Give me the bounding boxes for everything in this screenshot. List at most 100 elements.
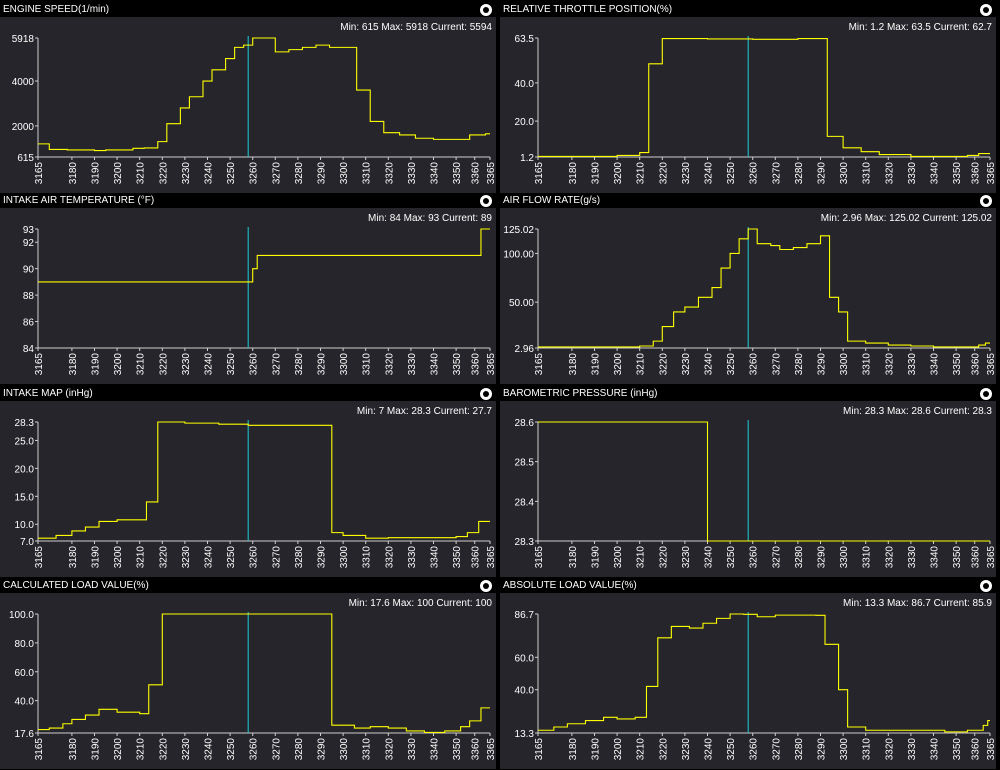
stats-readout: Min: 1.2 Max: 63.5 Current: 62.7 (849, 22, 993, 33)
y-tick-label: 60.0 (515, 653, 535, 664)
x-tick-label: 3270 (271, 162, 282, 185)
stats-readout: Min: 615 Max: 5918 Current: 5594 (340, 22, 492, 33)
x-tick-label: 3180 (568, 162, 579, 185)
y-tick-label: 40.0 (15, 697, 35, 708)
series-line (538, 228, 990, 348)
y-tick-label: 80.0 (15, 639, 35, 650)
x-tick-label: 3210 (136, 162, 147, 185)
x-tick-label: 3230 (681, 353, 692, 376)
x-tick-label: 3360 (971, 162, 982, 185)
radio-dot-icon[interactable] (980, 195, 992, 207)
x-tick-label: 3165 (34, 353, 45, 376)
line-chart[interactable]: Min: 13.3 Max: 86.7 Current: 85.9 86.7 60.… (500, 593, 996, 769)
line-chart[interactable]: Min: 615 Max: 5918 Current: 5594 5918 4000… (0, 17, 496, 193)
y-tick-label: 7.0 (20, 537, 34, 548)
x-tick-label: 3310 (362, 162, 373, 185)
y-tick-label: 25.0 (15, 436, 35, 447)
x-tick-label: 3240 (204, 353, 215, 376)
panel-title: AIR FLOW RATE(g/s) (503, 195, 601, 206)
x-tick-label: 3260 (249, 353, 260, 376)
x-tick-label: 3320 (384, 738, 395, 761)
x-tick-label: 3250 (226, 738, 237, 761)
stats-readout: Min: 13.3 Max: 86.7 Current: 85.9 (843, 598, 992, 609)
line-chart[interactable]: Min: 2.96 Max: 125.02 Current: 125.02 125… (500, 208, 996, 384)
x-tick-label: 3340 (430, 546, 441, 569)
x-tick-label: 3360 (971, 546, 982, 569)
x-tick-label: 3270 (771, 738, 782, 761)
panel-title: BAROMETRIC PRESSURE (inHg) (503, 388, 658, 399)
radio-dot-icon[interactable] (480, 195, 492, 207)
radio-dot-icon[interactable] (980, 388, 992, 400)
line-chart[interactable]: Min: 1.2 Max: 63.5 Current: 62.7 63.5 40.0… (500, 17, 996, 193)
x-tick-label: 3290 (817, 738, 828, 761)
radio-dot-icon[interactable] (480, 580, 492, 592)
x-tick-label: 3350 (952, 546, 963, 569)
stats-readout: Min: 84 Max: 93 Current: 89 (368, 213, 492, 224)
x-tick-label: 3190 (91, 546, 102, 569)
x-tick-label: 3190 (591, 738, 602, 761)
x-tick-label: 3210 (636, 546, 647, 569)
line-chart[interactable]: Min: 28.3 Max: 28.6 Current: 28.3 28.6 28.… (500, 401, 996, 577)
x-tick-label: 3280 (294, 738, 305, 761)
x-tick-label: 3210 (136, 738, 147, 761)
x-tick-label: 3340 (930, 353, 941, 376)
x-tick-label: 3210 (636, 353, 647, 376)
radio-dot-icon[interactable] (980, 580, 992, 592)
x-tick-label: 3180 (568, 738, 579, 761)
x-tick-label: 3180 (568, 546, 579, 569)
x-tick-label: 3250 (726, 162, 737, 185)
x-tick-label: 3200 (113, 738, 124, 761)
x-tick-label: 3230 (681, 738, 692, 761)
x-tick-label: 3330 (407, 162, 418, 185)
x-tick-label: 3250 (726, 546, 737, 569)
x-tick-label: 3365 (986, 353, 996, 376)
x-tick-label: 3190 (591, 546, 602, 569)
x-tick-label: 3165 (34, 162, 45, 185)
x-tick-label: 3240 (704, 162, 715, 185)
radio-dot-icon[interactable] (480, 388, 492, 400)
x-tick-label: 3200 (113, 162, 124, 185)
x-tick-label: 3290 (817, 162, 828, 185)
y-tick-label: 100.00 (503, 249, 534, 260)
line-chart[interactable]: Min: 84 Max: 93 Current: 899392908886843… (0, 208, 496, 384)
x-tick-label: 3180 (68, 546, 79, 569)
x-tick-label: 3290 (817, 546, 828, 569)
radio-dot-icon[interactable] (980, 4, 992, 16)
radio-dot-icon[interactable] (480, 4, 492, 16)
x-tick-label: 3360 (971, 353, 982, 376)
x-tick-label: 3165 (534, 738, 545, 761)
x-tick-label: 3320 (884, 738, 895, 761)
x-tick-label: 3230 (181, 353, 192, 376)
x-tick-label: 3365 (486, 162, 496, 185)
x-tick-label: 3280 (294, 546, 305, 569)
line-chart[interactable]: Min: 17.6 Max: 100 Current: 100 100.0 80.0… (0, 593, 496, 769)
y-tick-label: 86.7 (515, 610, 535, 621)
y-tick-label: 100.0 (9, 610, 34, 621)
line-chart[interactable]: Min: 7 Max: 28.3 Current: 27.7 28.3 25.0 20… (0, 401, 496, 577)
x-tick-label: 3270 (271, 546, 282, 569)
y-tick-label: 20.0 (15, 464, 35, 475)
x-tick-label: 3350 (452, 162, 463, 185)
series-line (538, 613, 990, 733)
x-tick-label: 3340 (930, 546, 941, 569)
x-tick-label: 3180 (568, 353, 579, 376)
x-tick-label: 3250 (226, 353, 237, 376)
x-tick-label: 3310 (362, 546, 373, 569)
x-tick-label: 3210 (136, 546, 147, 569)
x-tick-label: 3230 (181, 546, 192, 569)
y-tick-label: 20.0 (515, 117, 535, 128)
x-tick-label: 3330 (907, 162, 918, 185)
series-line (538, 38, 990, 157)
x-tick-label: 3290 (317, 546, 328, 569)
x-tick-label: 3240 (204, 546, 215, 569)
series-line (38, 37, 490, 152)
y-tick-label: 40.0 (515, 686, 535, 697)
x-tick-label: 3365 (986, 546, 996, 569)
x-tick-label: 3260 (249, 546, 260, 569)
x-tick-label: 3200 (613, 738, 624, 761)
stats-readout: Min: 2.96 Max: 125.02 Current: 125.02 (821, 213, 993, 224)
x-tick-label: 3300 (339, 738, 350, 761)
x-tick-label: 3220 (158, 162, 169, 185)
chart-panel: ENGINE SPEED(1/min) Min: 615 Max: 5918 Cu… (0, 2, 496, 193)
x-tick-label: 3320 (384, 162, 395, 185)
